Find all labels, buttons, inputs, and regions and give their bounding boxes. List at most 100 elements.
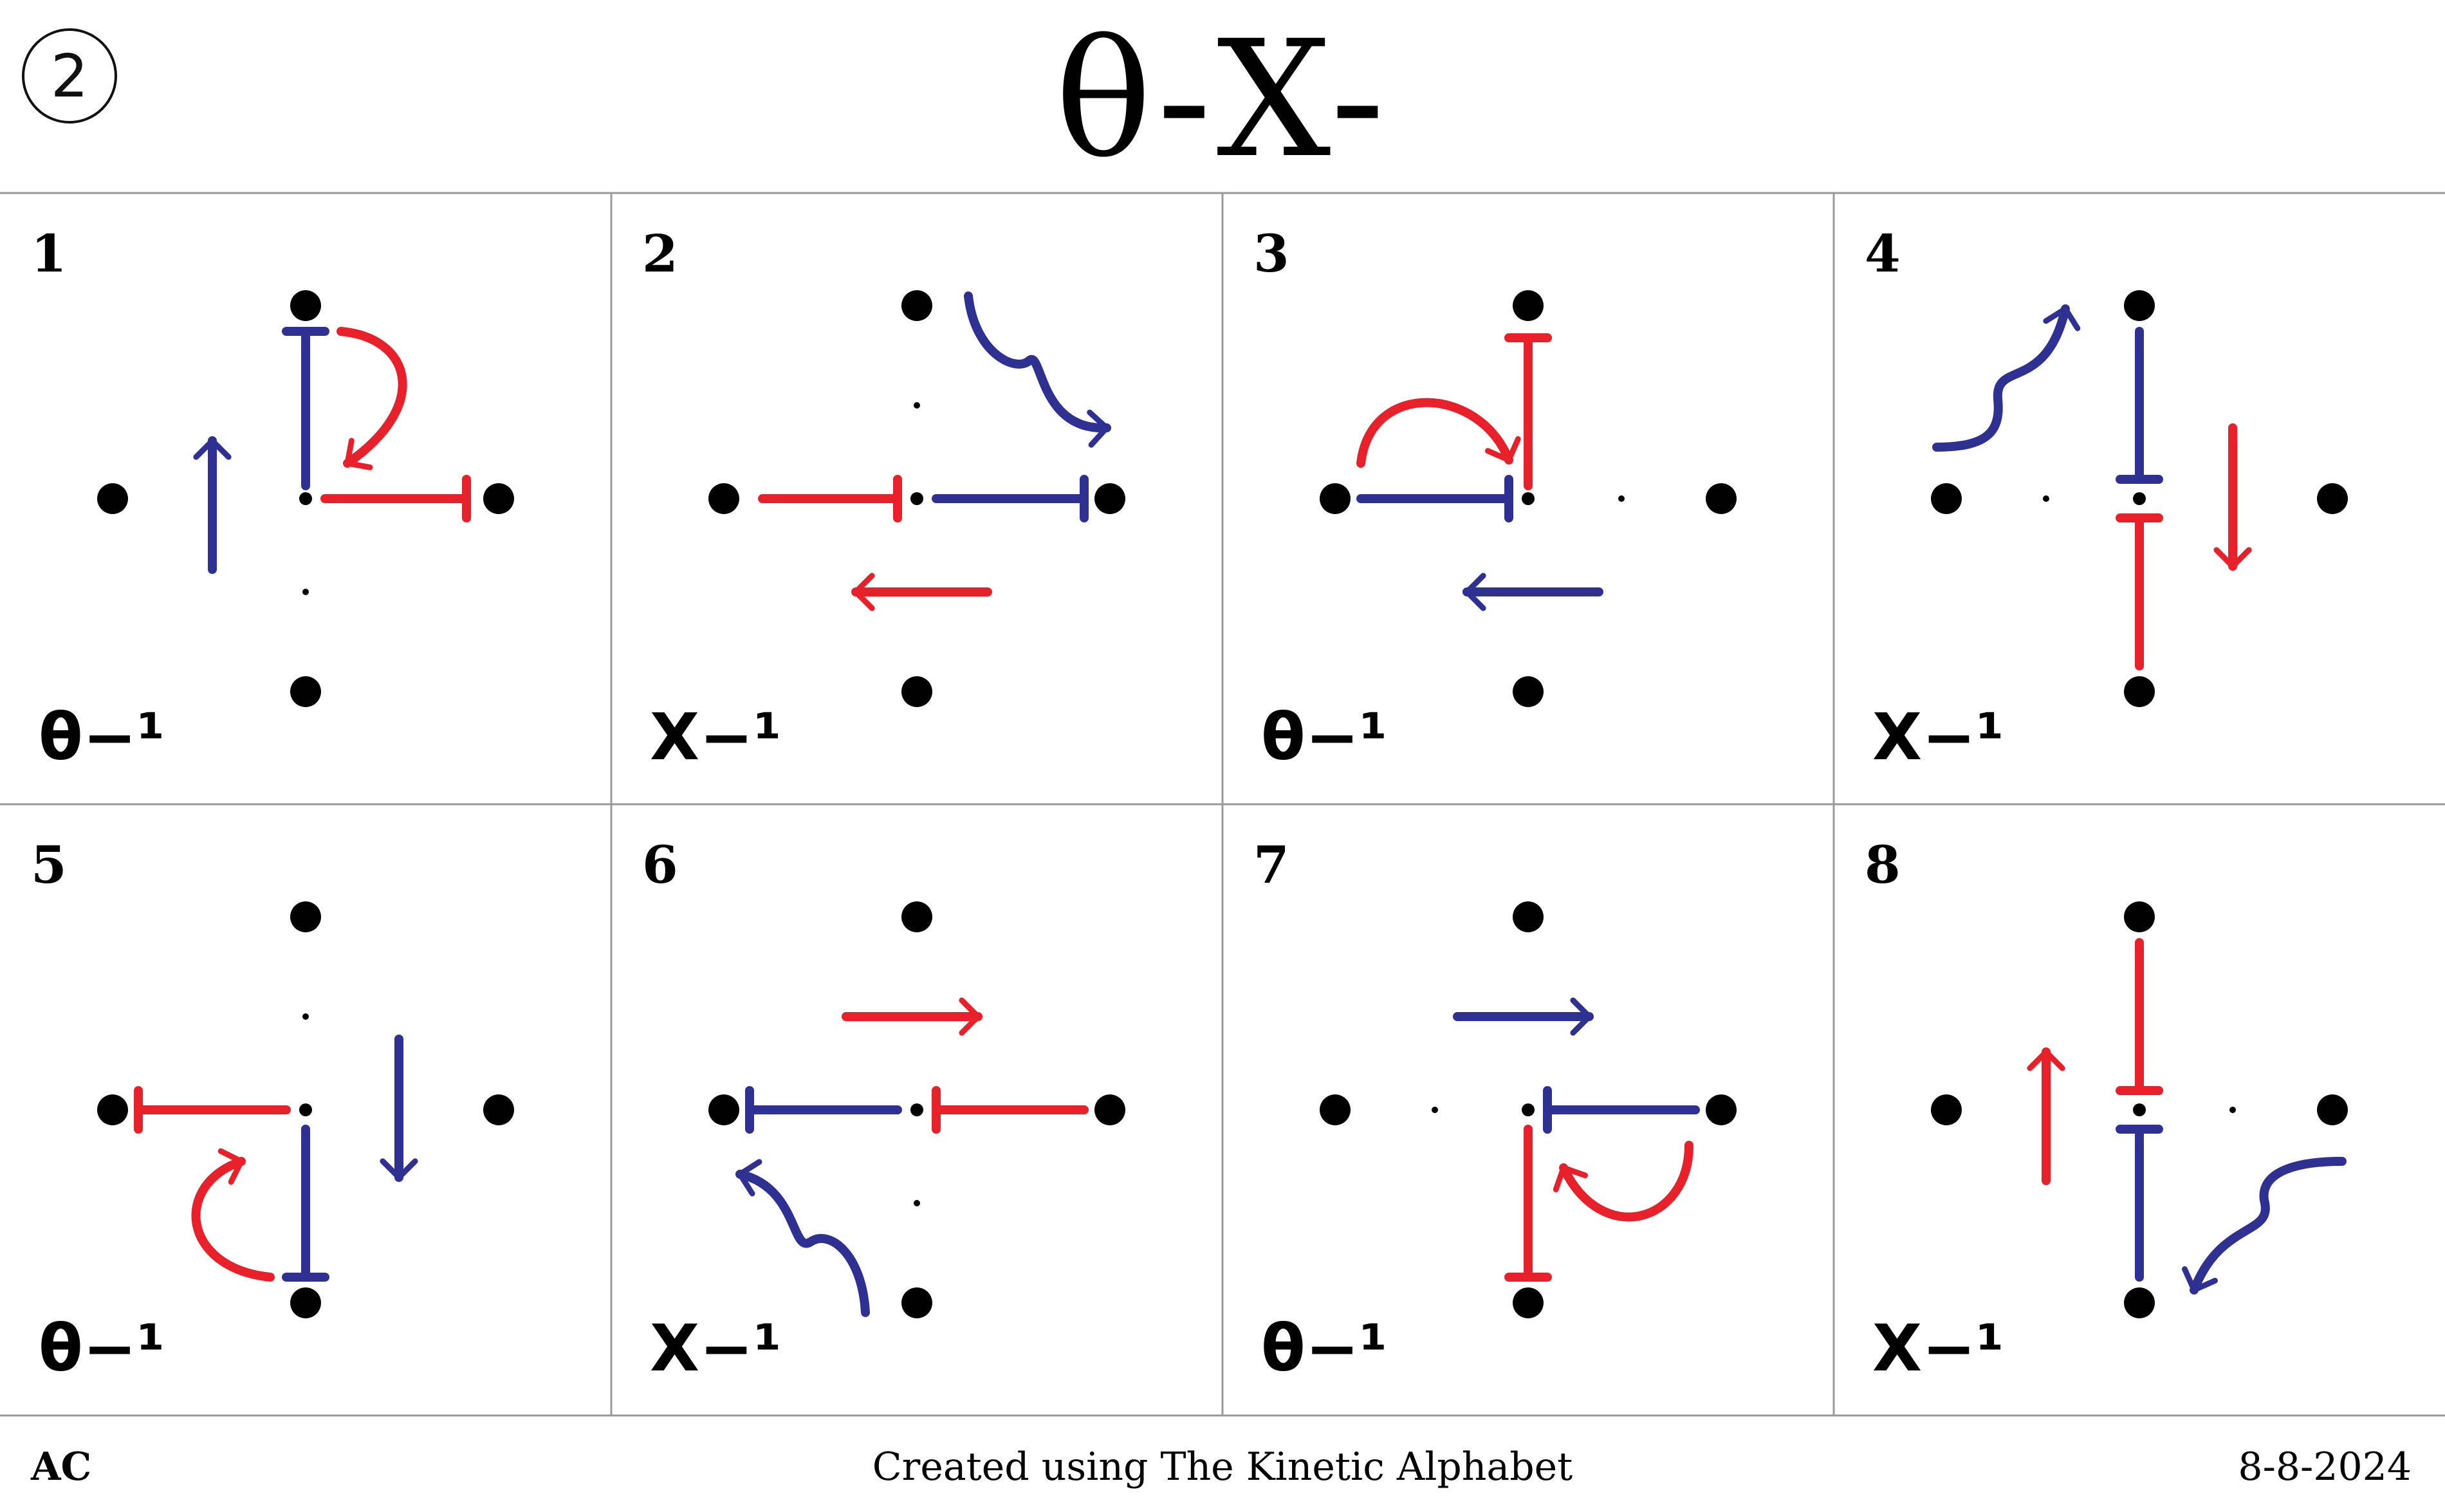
grid-point-center xyxy=(1522,1103,1535,1116)
grid-midpoint-top xyxy=(914,402,920,409)
grid-point-bottom xyxy=(901,1287,932,1318)
grid-midpoint-right xyxy=(2229,1107,2236,1113)
grid-point-bottom xyxy=(1513,1287,1544,1318)
grid-point-left xyxy=(97,1094,128,1125)
blue-wave-arrow xyxy=(1932,304,2081,452)
grid-point-top xyxy=(1513,290,1544,321)
panel-6: 6 X−¹ xyxy=(642,834,1125,1386)
footer-credit: Created using The Kinetic Alphabet xyxy=(872,1444,1573,1489)
panel-label: X−¹ xyxy=(1872,1311,2004,1386)
red-staff xyxy=(2116,938,2163,1095)
panel-number: 6 xyxy=(642,834,678,895)
grid-point-left xyxy=(708,483,739,514)
grid-point-bottom xyxy=(290,1287,321,1318)
page-title: θ-X- xyxy=(1055,6,1390,193)
blue-wave-arrow xyxy=(2182,1157,2347,1295)
panel-number: 4 xyxy=(1865,223,1901,284)
panel-number: 2 xyxy=(642,223,678,284)
blue-staff xyxy=(282,327,329,490)
red-staff xyxy=(758,475,902,522)
grid-point-left xyxy=(97,483,128,514)
panel-2: 2 X−¹ xyxy=(642,223,1125,775)
panel-4: 4 X−¹ xyxy=(1865,223,2348,775)
panel-label: θ−¹ xyxy=(1261,1311,1387,1386)
red-staff xyxy=(1504,333,1552,490)
grid-midpoint-right xyxy=(1618,495,1625,502)
grid-point-top xyxy=(290,901,321,932)
grid-midpoint-bottom xyxy=(914,1200,920,1206)
blue-staff xyxy=(1543,1086,1700,1134)
panel-label: X−¹ xyxy=(650,1311,782,1386)
grid-midpoint-left xyxy=(1432,1107,1438,1113)
footer-date: 8-8-2024 xyxy=(2238,1444,2412,1489)
blue-staff xyxy=(745,1086,902,1134)
panel-number: 3 xyxy=(1253,223,1289,284)
grid-point-center xyxy=(910,1103,923,1116)
grid-point-center xyxy=(910,492,923,505)
blue-staff xyxy=(2116,1125,2163,1282)
red-staff xyxy=(1504,1125,1552,1282)
footer-author: AC xyxy=(31,1444,92,1489)
grid-point-left xyxy=(708,1094,739,1125)
grid-point-right xyxy=(483,1094,514,1125)
grid-point-bottom xyxy=(901,676,932,707)
grid-point-center xyxy=(2133,492,2146,505)
panel-3: 3 θ−¹ xyxy=(1253,223,1737,775)
grid-point-right xyxy=(2317,483,2348,514)
blue-staff xyxy=(932,475,1089,522)
grid-point-left xyxy=(1320,1094,1351,1125)
grid-point-top xyxy=(901,290,932,321)
grid-point-top xyxy=(2124,290,2155,321)
grid-point-top xyxy=(290,290,321,321)
panel-label: θ−¹ xyxy=(39,1311,165,1386)
grid-point-right xyxy=(1706,1094,1737,1125)
grid-point-right xyxy=(1706,483,1737,514)
grid-point-top xyxy=(1513,901,1544,932)
grid-point-center xyxy=(2133,1103,2146,1116)
grid-point-right xyxy=(1094,1094,1125,1125)
blue-staff xyxy=(2116,327,2163,484)
grid-point-left xyxy=(1320,483,1351,514)
panel-label: θ−¹ xyxy=(39,699,165,775)
grid-midpoint-top xyxy=(302,1013,309,1020)
grid-point-bottom xyxy=(1513,676,1544,707)
grid-lines xyxy=(0,192,2445,1417)
panel-number: 1 xyxy=(31,223,67,284)
grid-point-center xyxy=(1522,492,1535,505)
red-rotation-arrow xyxy=(1356,398,1521,468)
blue-wave-arrow xyxy=(964,291,1111,448)
grid-point-right xyxy=(1094,483,1125,514)
page-number: 2 xyxy=(50,41,89,111)
grid-midpoint-left xyxy=(2043,495,2049,502)
red-rotation-arrow xyxy=(191,1148,275,1282)
red-staff xyxy=(932,1086,1089,1134)
panel-number: 8 xyxy=(1865,834,1901,895)
panel-number: 7 xyxy=(1253,834,1289,895)
panel-label: X−¹ xyxy=(650,699,782,775)
grid-point-center xyxy=(299,492,312,505)
blue-staff xyxy=(1356,475,1513,522)
blue-staff xyxy=(282,1125,329,1282)
panel-label: X−¹ xyxy=(1872,699,2004,775)
panel-5: 5 θ−¹ xyxy=(31,834,514,1386)
grid-point-bottom xyxy=(290,676,321,707)
panel-1: 1 θ−¹ xyxy=(31,223,514,775)
grid-point-bottom xyxy=(2124,676,2155,707)
grid-point-top xyxy=(2124,901,2155,932)
panel-8: 8 X−¹ xyxy=(1865,834,2348,1386)
grid-point-right xyxy=(2317,1094,2348,1125)
grid-point-left xyxy=(1931,483,1962,514)
grid-point-bottom xyxy=(2124,1287,2155,1318)
red-rotation-arrow xyxy=(1553,1141,1693,1222)
blue-wave-arrow xyxy=(735,1159,870,1317)
red-rotation-arrow xyxy=(337,327,407,470)
panel-label: θ−¹ xyxy=(1261,699,1387,775)
grid-point-top xyxy=(901,901,932,932)
grid-point-right xyxy=(483,483,514,514)
red-staff xyxy=(2116,513,2163,670)
grid-point-left xyxy=(1931,1094,1962,1125)
page-number-badge: 2 xyxy=(22,28,117,124)
grid-midpoint-bottom xyxy=(302,589,309,595)
red-staff xyxy=(134,1086,291,1134)
